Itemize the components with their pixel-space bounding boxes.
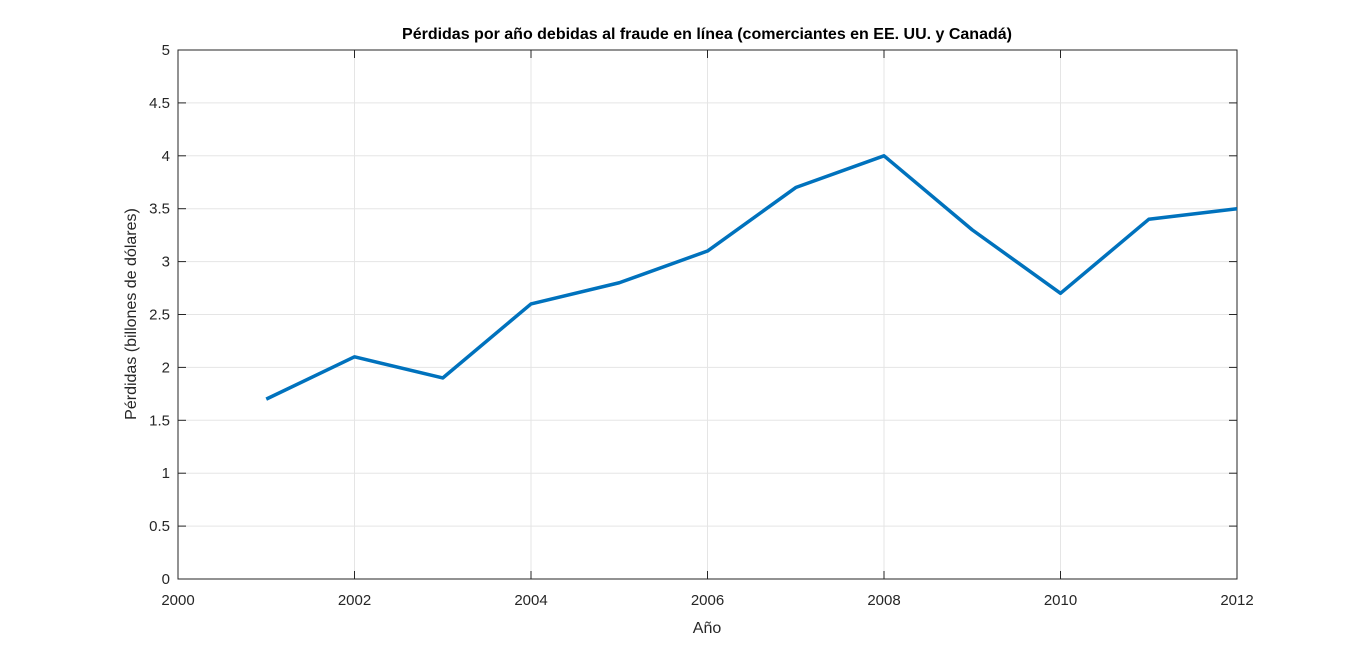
y-tick-label: 2.5 [149, 307, 170, 324]
x-tick-label: 2000 [161, 592, 194, 609]
y-tick-label: 1.5 [149, 412, 170, 429]
grid-lines [178, 50, 1237, 579]
y-tick-label: 0.5 [149, 518, 170, 535]
y-tick-label: 4 [162, 148, 170, 165]
chart-title: Pérdidas por año debidas al fraude en lí… [402, 26, 1012, 43]
x-tick-label: 2008 [867, 592, 900, 609]
x-tick-label: 2004 [514, 592, 547, 609]
y-tick-label: 4.5 [149, 95, 170, 112]
y-tick-label: 3 [162, 254, 170, 271]
x-tick-label: 2010 [1044, 592, 1077, 609]
x-tick-label: 2006 [691, 592, 724, 609]
y-tick-label: 2 [162, 359, 170, 376]
x-tick-label: 2012 [1220, 592, 1253, 609]
y-axis-ticks: 0 0.5 1 1.5 2 2.5 3 3.5 4 4.5 5 [149, 42, 1237, 588]
x-axis-label: Año [693, 620, 722, 637]
y-tick-label: 0 [162, 571, 170, 588]
y-tick-label: 3.5 [149, 201, 170, 218]
y-tick-label: 5 [162, 42, 170, 59]
y-tick-label: 1 [162, 465, 170, 482]
y-axis-label: Pérdidas (billones de dólares) [123, 208, 140, 420]
x-axis-ticks: 2000 2002 2004 2006 2008 2010 2012 [161, 50, 1254, 609]
x-tick-label: 2002 [338, 592, 371, 609]
series-line [265, 154, 1238, 401]
